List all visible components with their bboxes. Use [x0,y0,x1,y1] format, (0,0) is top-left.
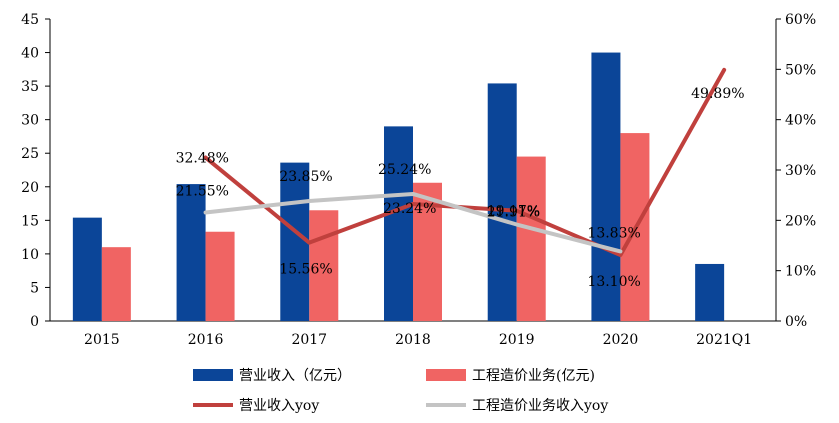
left-tick-label: 30 [21,113,39,129]
left-tick-label: 25 [21,146,39,162]
legend-label-1: 营业收入（亿元） [239,368,351,384]
bar-1 [280,162,310,321]
bar-1 [487,83,517,321]
x-tick-label: 2021Q1 [696,332,752,348]
data-label: 49.89% [691,86,744,102]
data-label: 19.17% [487,204,540,220]
x-tick-label: 2020 [603,332,639,348]
bar-1 [591,52,621,322]
x-tick-label: 2018 [395,332,431,348]
data-label: 21.91% [487,205,540,221]
right-tick-label: 20% [785,213,816,229]
legend-label-2: 工程造价业务(亿元) [472,368,595,384]
data-label: 32.48% [176,151,229,167]
bar-2 [516,156,546,321]
right-tick-label: 30% [785,163,816,179]
data-label: 25.24% [378,162,431,178]
left-tick-label: 40 [21,46,39,62]
right-tick-label: 60% [785,12,816,28]
bar-2 [101,247,131,321]
right-tick-label: 40% [785,113,816,129]
data-label: 13.10% [587,274,640,290]
data-label: 13.83% [587,225,640,241]
left-tick-label: 5 [30,280,39,296]
legend-swatch-1 [193,369,233,381]
x-tick-label: 2019 [499,332,535,348]
line-series-2 [203,191,623,254]
right-tick-label: 0% [785,314,807,330]
left-tick-label: 10 [21,247,39,263]
data-label: 23.24% [383,201,436,217]
right-tick-label: 50% [785,62,816,78]
bar-1 [176,184,206,321]
x-tick-label: 2015 [84,332,120,348]
legend-swatch-2 [426,369,466,381]
data-label: 15.56% [279,262,332,278]
bar-2 [205,231,235,321]
legend-label-4: 工程造价业务收入yoy [472,398,608,414]
x-tick-label: 2016 [188,332,224,348]
bar-1 [72,217,102,321]
bar-1 [695,263,725,321]
left-tick-label: 35 [21,79,39,95]
data-label: 23.85% [279,169,332,185]
right-tick-label: 10% [785,264,816,280]
bar-1 [384,126,413,321]
left-tick-label: 20 [21,180,39,196]
left-tick-label: 15 [21,213,39,229]
left-tick-label: 0 [30,314,39,330]
data-label: 21.55% [176,184,229,200]
legend-label-3: 营业收入yoy [239,398,319,414]
bar-2 [309,210,339,321]
x-tick-label: 2017 [291,332,327,348]
left-tick-label: 45 [21,12,39,28]
